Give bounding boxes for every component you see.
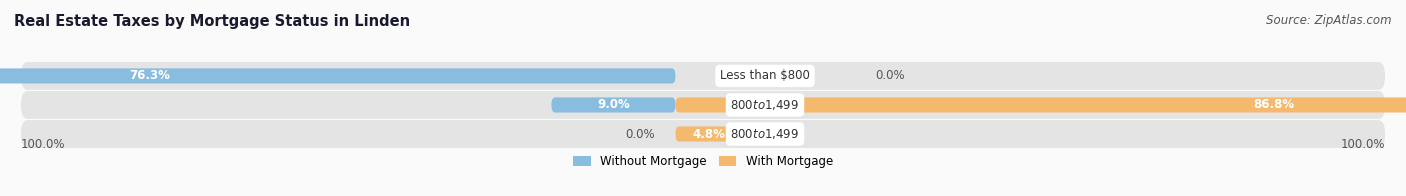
FancyBboxPatch shape bbox=[675, 126, 741, 142]
Text: 0.0%: 0.0% bbox=[626, 128, 655, 141]
Text: 86.8%: 86.8% bbox=[1253, 98, 1294, 112]
Text: $800 to $1,499: $800 to $1,499 bbox=[731, 98, 800, 112]
Text: Less than $800: Less than $800 bbox=[720, 69, 810, 83]
FancyBboxPatch shape bbox=[21, 91, 1385, 119]
FancyBboxPatch shape bbox=[675, 97, 1406, 113]
Legend: Without Mortgage, With Mortgage: Without Mortgage, With Mortgage bbox=[568, 150, 838, 173]
Text: 4.8%: 4.8% bbox=[692, 128, 725, 141]
FancyBboxPatch shape bbox=[21, 62, 1385, 90]
Text: 100.0%: 100.0% bbox=[21, 138, 66, 151]
Text: 0.0%: 0.0% bbox=[876, 69, 905, 83]
FancyBboxPatch shape bbox=[0, 68, 675, 83]
Text: Real Estate Taxes by Mortgage Status in Linden: Real Estate Taxes by Mortgage Status in … bbox=[14, 14, 411, 29]
FancyBboxPatch shape bbox=[551, 97, 675, 113]
Text: 9.0%: 9.0% bbox=[598, 98, 630, 112]
FancyBboxPatch shape bbox=[21, 120, 1385, 148]
Text: 100.0%: 100.0% bbox=[1340, 138, 1385, 151]
Text: Source: ZipAtlas.com: Source: ZipAtlas.com bbox=[1267, 14, 1392, 27]
Text: 76.3%: 76.3% bbox=[129, 69, 170, 83]
Text: $800 to $1,499: $800 to $1,499 bbox=[731, 127, 800, 141]
